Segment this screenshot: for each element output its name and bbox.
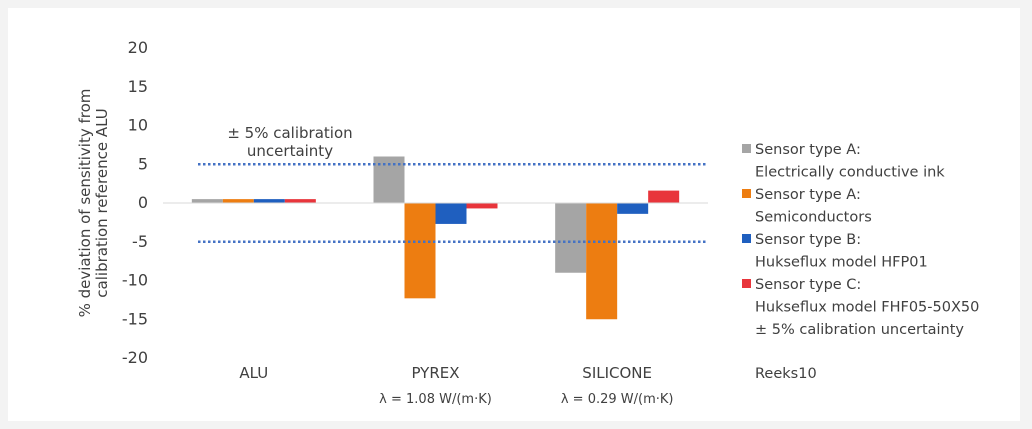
y-axis-ticks: 20 15 10 5 0 -5 -10 -15 -20 — [122, 38, 148, 367]
legend-label: Sensor type A: — [755, 187, 861, 203]
bar — [435, 203, 467, 224]
legend-label-extra: Reeks10 — [755, 366, 817, 382]
y-axis-label: % deviation of sensitivity fromcalibrati… — [76, 89, 111, 318]
y-tick-label: 20 — [128, 38, 148, 57]
legend-label: Electrically conductive ink — [755, 165, 945, 181]
category-label: PYREX — [411, 364, 459, 382]
bar — [466, 203, 498, 209]
bar — [191, 199, 223, 203]
y-tick-label: -15 — [122, 309, 148, 328]
legend-label: Sensor type A: — [755, 142, 861, 158]
bar — [586, 203, 618, 320]
legend-swatch — [742, 279, 751, 288]
y-tick-label: 5 — [138, 154, 148, 173]
legend: Sensor type A: Electrically conductive in… — [742, 142, 979, 382]
y-tick-label: -20 — [122, 348, 148, 367]
bar — [617, 203, 649, 214]
y-tick-label: 0 — [138, 193, 148, 212]
bar — [404, 203, 436, 299]
bars — [163, 156, 708, 320]
y-axis-title: % deviation of sensitivity fromcalibrati… — [76, 89, 111, 318]
legend-label: Sensor type C: — [755, 277, 861, 293]
chart-card: % deviation of sensitivity fromcalibrati… — [8, 8, 1020, 421]
bar-chart: % deviation of sensitivity fromcalibrati… — [76, 38, 980, 407]
bar — [253, 199, 285, 203]
legend-swatch — [742, 144, 751, 153]
legend-swatch — [742, 189, 751, 198]
bar — [648, 190, 680, 203]
legend-label: Hukseflux model FHF05-50X50 — [755, 300, 979, 316]
bar — [555, 203, 587, 273]
y-tick-label: 10 — [128, 116, 148, 135]
uncertainty-annotation: ± 5% calibration uncertainty — [227, 124, 352, 160]
y-tick-label: -5 — [132, 232, 148, 251]
bar — [284, 199, 316, 203]
legend-swatch — [742, 234, 751, 243]
category-label: SILICONE — [582, 364, 652, 382]
y-tick-label: -10 — [122, 271, 148, 290]
legend-label-reference: ± 5% calibration uncertainty — [755, 322, 964, 338]
category-sublabel: λ = 0.29 W/(m·K) — [561, 392, 674, 407]
y-tick-label: 15 — [128, 77, 148, 96]
legend-label: Sensor type B: — [755, 232, 861, 248]
reference-lines — [198, 163, 708, 243]
bar — [222, 199, 254, 203]
category-label: ALU — [239, 364, 268, 382]
legend-label: Semiconductors — [755, 210, 872, 226]
legend-label: Hukseflux model HFP01 — [755, 255, 928, 271]
uncertainty-annotation-text: ± 5% calibration uncertainty — [227, 124, 352, 160]
category-sublabel: λ = 1.08 W/(m·K) — [379, 392, 492, 407]
x-axis-categories: ALU PYREX λ = 1.08 W/(m·K) SILICONE λ = 0.29… — [239, 364, 673, 407]
